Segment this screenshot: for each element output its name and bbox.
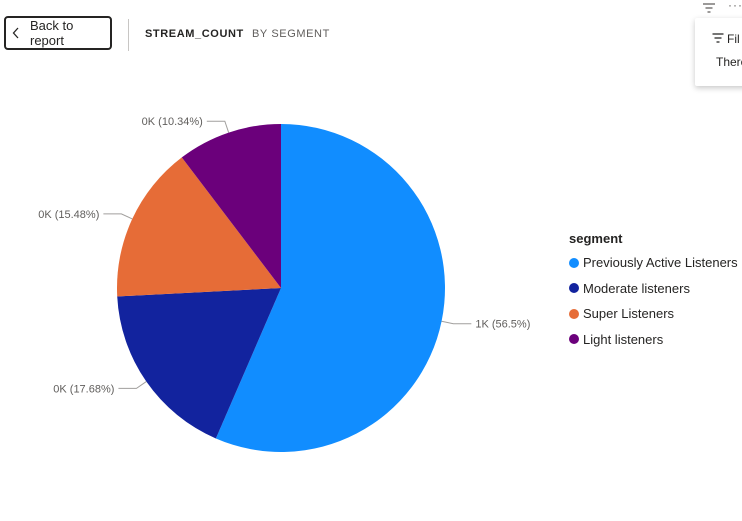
leader-line: [442, 321, 472, 323]
legend-label: Super Listeners: [583, 306, 674, 321]
legend-label: Previously Active Listeners: [583, 255, 738, 270]
data-label: 1K (56.5%): [475, 319, 530, 331]
legend-label: Moderate listeners: [583, 281, 690, 296]
legend-dot: [569, 334, 579, 344]
legend-label: Light listeners: [583, 332, 663, 347]
data-label: 0K (17.68%): [53, 383, 114, 395]
legend-item[interactable]: Previously Active Listeners: [569, 250, 738, 276]
leader-line: [207, 121, 229, 132]
legend-dot: [569, 283, 579, 293]
leader-line: [103, 214, 132, 219]
legend-item[interactable]: Moderate listeners: [569, 276, 738, 302]
legend-title: segment: [569, 231, 738, 246]
data-label: 0K (10.34%): [142, 116, 203, 128]
legend-dot: [569, 309, 579, 319]
data-label: 0K (15.48%): [38, 209, 99, 221]
legend-item[interactable]: Light listeners: [569, 327, 738, 353]
legend-dot: [569, 258, 579, 268]
legend-item[interactable]: Super Listeners: [569, 301, 738, 327]
leader-line: [118, 382, 146, 389]
chart-legend: segment Previously Active Listeners Mode…: [569, 231, 738, 352]
